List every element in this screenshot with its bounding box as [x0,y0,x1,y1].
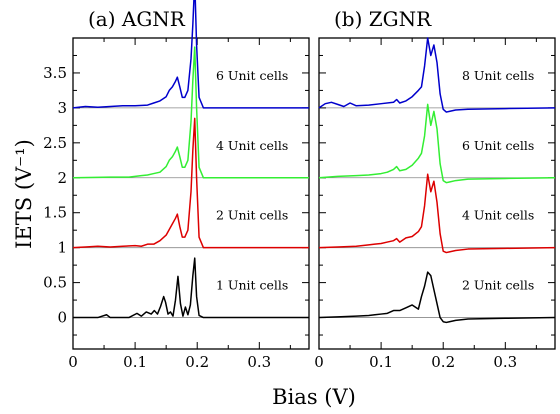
zgnr-series-line-2 [318,103,556,184]
agnr-series-line-2 [72,46,309,179]
agnr-ytick-label-0: 0 [57,309,67,327]
agnr-panel-title: (a) AGNR [88,7,186,31]
agnr-series-label-1: 2 Unit cells [216,208,288,223]
zgnr-xtick-label-0: 0 [314,353,324,371]
agnr-plot-frame [72,37,310,350]
agnr-xtick-label-3: 0.3 [247,353,271,371]
zgnr-panel-title: (b) ZGNR [334,7,432,31]
agnr-series-line-0 [73,257,309,319]
agnr-xtick-label-2: 0.2 [185,353,209,371]
x-axis-label: Bias (V) [272,385,356,409]
zgnr-series-label-0: 2 Unit cells [462,278,534,293]
agnr-series-line-3 [72,0,309,109]
y-axis-label: IETS (V⁻¹) [12,139,36,249]
zgnr-series-label-1: 4 Unit cells [462,208,534,223]
zgnr-xtick-label-3: 0.3 [493,353,517,371]
agnr-xtick-label-1: 0.1 [123,353,147,371]
agnr-xtick-label-0: 0 [68,353,78,371]
agnr-ytick-label-4: 2 [57,169,67,187]
zgnr-series-label-2: 6 Unit cells [462,138,534,153]
agnr-ytick-label-6: 3 [57,99,67,117]
agnr-series-label-0: 1 Unit cells [216,278,288,293]
agnr-series-label-3: 6 Unit cells [216,68,288,83]
zgnr-series-line-0 [318,271,556,324]
agnr-series-line-1 [72,117,309,249]
zgnr-series-label-3: 8 Unit cells [462,68,534,83]
zgnr-series-line-3 [318,37,556,113]
agnr-ytick-label-3: 1.5 [43,204,67,222]
agnr-ytick-label-5: 2.5 [43,134,67,152]
zgnr-xtick-label-2: 0.2 [431,353,455,371]
zgnr-series-line-1 [318,173,556,254]
panel-agnr: (a) AGNR 0 0.1 0.2 0.3 0 0.5 1 1.5 2 2.5 3 3.5 1 Unit… [43,0,310,371]
agnr-series-label-2: 4 Unit cells [216,138,288,153]
zgnr-xtick-label-1: 0.1 [369,353,393,371]
agnr-ytick-label-7: 3.5 [43,64,67,82]
panel-zgnr: (b) ZGNR 0 0.1 0.2 0.3 2 Unit cells 4 Unit cel… [314,7,556,371]
agnr-ytick-label-1: 0.5 [43,274,67,292]
shared-labels: Bias (V) IETS (V⁻¹) [12,139,356,409]
zgnr-plot-frame [318,37,556,350]
agnr-ytick-label-2: 1 [57,239,67,257]
